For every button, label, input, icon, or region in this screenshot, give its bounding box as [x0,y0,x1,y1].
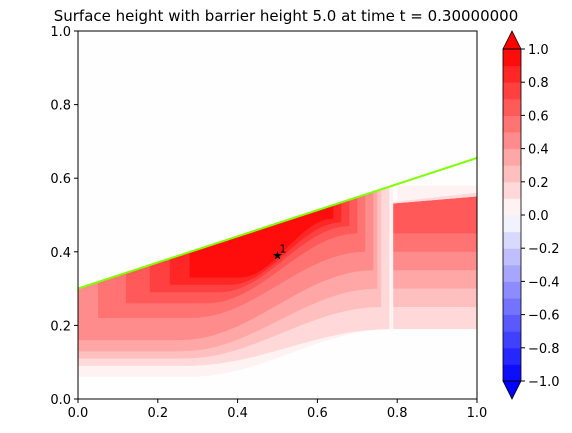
colorbar-bin [503,132,521,150]
colorbar-bin [503,331,521,349]
x-tick-label: 0.8 [387,406,408,421]
x-tick-label: 0.4 [227,406,248,421]
colorbar-tick-label: 0.4 [528,143,549,158]
colorbar-tick-label: 0.2 [528,176,549,191]
colorbar-bin [503,281,521,299]
y-tick-label: 0.4 [50,246,71,261]
y-tick-label: 0.0 [50,393,71,408]
colorbar-bin [503,115,521,133]
y-tick-label: 1.0 [50,25,71,40]
colorbar-bin [503,215,521,233]
x-tick-label: 0.0 [68,406,89,421]
colorbar-bin [503,98,521,116]
colorbar-tick-label: 1.0 [528,43,549,58]
colorbar-tick-label: −1.0 [528,375,560,390]
colorbar-bin [503,347,521,365]
colorbar-bin [503,248,521,266]
colorbar-extend-low [502,380,522,400]
colorbar-tick-label: −0.2 [528,242,560,257]
contour-layer [78,157,477,377]
colorbar-tick-label: −0.8 [528,342,560,357]
plot-frame [77,30,478,400]
y-tick-label: 0.2 [50,319,71,334]
x-tick-label: 0.2 [147,406,168,421]
colorbar-tick-label: 0.0 [528,209,549,224]
y-tick-label: 0.8 [50,99,71,114]
colorbar-tick-label: 0.8 [528,76,549,91]
x-tick-label: 0.6 [307,406,328,421]
chart-title: Surface height with barrier height 5.0 a… [54,7,519,25]
colorbar-bin [503,148,521,166]
colorbar-bin [503,82,521,100]
marker-label: 1 [280,242,287,255]
axes: 0.0 0.2 0.4 0.6 0.8 1.0 0.0 0.2 0.4 0.6 0.8 1.0 [50,25,487,421]
colorbar-bin [503,165,521,183]
colorbar-bin [503,49,521,67]
colorbar-bin [503,231,521,249]
colorbar-bin [503,314,521,332]
barrier-line [78,157,477,290]
colorbar-tick-label: −0.4 [528,275,560,290]
colorbar-tick-label: 0.6 [528,109,549,124]
marker-star: ★ [272,248,283,262]
colorbar-bin [503,264,521,282]
contour-wedge-9 [189,205,334,278]
y-tick-label: 0.6 [50,172,71,187]
colorbar-bin [503,198,521,216]
colorbar-tick-label: −0.6 [528,309,560,324]
colorbar-bin [503,298,521,316]
colorbar-bin [503,65,521,83]
colorbar-bin [503,181,521,199]
x-tick-label: 1.0 [467,406,488,421]
colorbar-extend-high [502,30,522,50]
colorbar: 1.0 0.8 0.6 0.4 0.2 0.0 −0.2 −0.4 −0.6 −0.8 −1.0 [502,30,560,400]
colorbar-bin [503,364,521,382]
